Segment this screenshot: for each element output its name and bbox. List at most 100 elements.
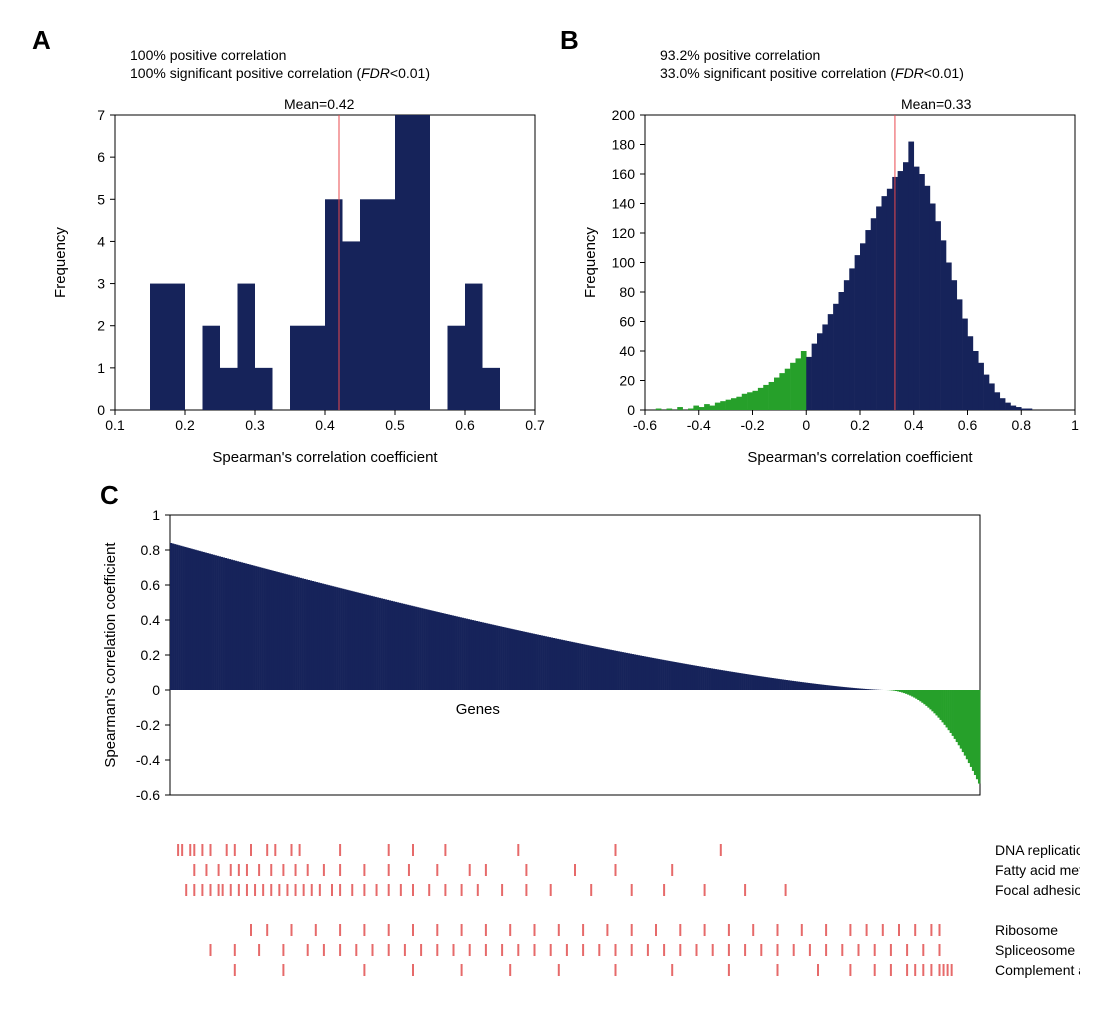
histogram-bar xyxy=(168,284,186,410)
waterfall-bar xyxy=(389,600,391,690)
waterfall-bar xyxy=(856,688,858,690)
waterfall-bar xyxy=(699,666,701,690)
waterfall-bar xyxy=(559,639,561,690)
histogram-bar xyxy=(790,363,796,410)
waterfall-bar xyxy=(287,575,289,690)
waterfall-bar xyxy=(960,690,962,749)
waterfall-bar xyxy=(670,661,672,690)
waterfall-bar xyxy=(731,672,733,690)
x-tick-label: 0.6 xyxy=(958,417,978,433)
waterfall-bar xyxy=(383,599,385,690)
waterfall-bar xyxy=(636,655,638,690)
histogram-bar xyxy=(817,333,823,410)
panel-c: C -0.6-0.4-0.200.20.40.60.81Spearman's c… xyxy=(20,480,1080,1000)
waterfall-bar xyxy=(834,686,836,690)
waterfall-bar xyxy=(624,652,626,690)
histogram-bar xyxy=(693,406,699,410)
histogram-bar xyxy=(736,397,742,410)
waterfall-bar xyxy=(494,625,496,690)
waterfall-bar xyxy=(688,665,690,690)
waterfall-bar xyxy=(684,664,686,690)
waterfall-bar xyxy=(344,589,346,690)
waterfall-bar xyxy=(733,672,735,690)
waterfall-bar xyxy=(747,674,749,690)
histogram-bar xyxy=(238,284,256,410)
waterfall-bar xyxy=(304,579,306,690)
y-tick-label: 160 xyxy=(612,166,636,182)
waterfall-bar xyxy=(506,628,508,690)
waterfall-bar xyxy=(966,690,968,759)
waterfall-bar xyxy=(620,652,622,690)
waterfall-bar xyxy=(682,663,684,690)
waterfall-bar xyxy=(790,681,792,690)
y-tick-label: 120 xyxy=(612,225,636,241)
waterfall-bar xyxy=(476,621,478,690)
histogram-bar xyxy=(1016,407,1022,410)
waterfall-bar xyxy=(225,558,227,690)
waterfall-bar xyxy=(784,680,786,690)
waterfall-bar xyxy=(802,682,804,690)
y-tick-label: 140 xyxy=(612,196,636,212)
x-tick-label: 0 xyxy=(802,417,810,433)
waterfall-bar xyxy=(863,689,865,690)
waterfall-bar xyxy=(215,555,217,690)
waterfall-bar xyxy=(537,635,539,690)
waterfall-bar xyxy=(780,679,782,690)
waterfall-bar xyxy=(198,551,200,690)
histogram-bar xyxy=(839,292,845,410)
waterfall-bar xyxy=(605,649,607,690)
waterfall-bar xyxy=(401,603,403,690)
waterfall-bar xyxy=(308,580,310,690)
waterfall-bar xyxy=(565,641,567,690)
histogram-bar xyxy=(758,388,764,410)
histogram-bar xyxy=(769,382,775,410)
waterfall-bar xyxy=(429,610,431,690)
waterfall-bar xyxy=(935,690,937,715)
waterfall-bar xyxy=(407,605,409,690)
waterfall-bar xyxy=(180,546,182,690)
waterfall-bar xyxy=(901,690,903,692)
panel-b-mean-label: Mean=0.33 xyxy=(901,96,972,112)
waterfall-bar xyxy=(816,684,818,690)
waterfall-bar xyxy=(806,683,808,690)
waterfall-bar xyxy=(769,678,771,690)
histogram-bar xyxy=(378,199,396,410)
waterfall-bar xyxy=(217,556,219,690)
waterfall-bar xyxy=(449,615,451,690)
waterfall-bar xyxy=(893,690,895,691)
waterfall-bar xyxy=(468,619,470,690)
waterfall-bar xyxy=(575,643,577,690)
waterfall-bar xyxy=(737,673,739,690)
waterfall-bar xyxy=(219,556,221,690)
y-tick-label: 0 xyxy=(97,402,105,418)
panel-a-mean-label: Mean=0.42 xyxy=(284,96,355,112)
waterfall-bar xyxy=(255,566,257,690)
waterfall-bar xyxy=(486,623,488,690)
histogram-bar xyxy=(871,218,877,410)
waterfall-bar xyxy=(543,636,545,690)
waterfall-bar xyxy=(300,578,302,690)
waterfall-bar xyxy=(848,688,850,690)
waterfall-bar xyxy=(591,646,593,690)
histogram-bar xyxy=(1005,403,1011,410)
waterfall-bar xyxy=(719,670,721,690)
waterfall-bar xyxy=(281,573,283,690)
histogram-bar xyxy=(941,240,947,410)
waterfall-bar xyxy=(451,615,453,690)
waterfall-bar xyxy=(539,635,541,690)
waterfall-bar xyxy=(782,679,784,690)
histogram-bar xyxy=(903,162,909,410)
waterfall-bar xyxy=(577,643,579,690)
y-tick-label: -0.4 xyxy=(136,752,160,768)
panel-a-chart: 100% positive correlation100% significan… xyxy=(20,20,560,480)
y-tick-label: 0.6 xyxy=(141,577,161,593)
waterfall-bar xyxy=(609,650,611,690)
y-tick-label: 80 xyxy=(619,284,635,300)
waterfall-bar xyxy=(206,553,208,690)
histogram-bar xyxy=(957,299,963,410)
histogram-bar xyxy=(849,268,855,410)
waterfall-bar xyxy=(895,690,897,691)
waterfall-bar xyxy=(658,659,660,690)
waterfall-bar xyxy=(172,544,174,690)
waterfall-bar xyxy=(626,653,628,690)
